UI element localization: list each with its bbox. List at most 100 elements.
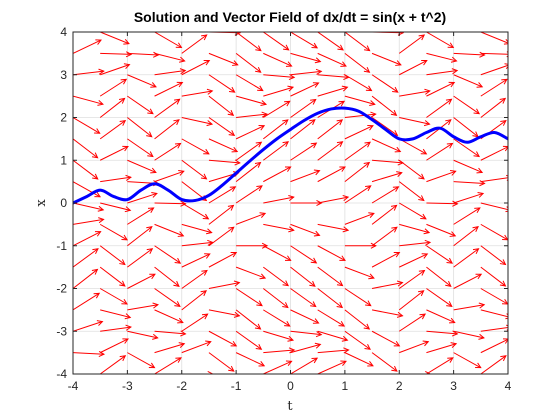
vector-arrow [100, 51, 133, 58]
vector-field [73, 32, 508, 374]
vector-arrow [290, 288, 317, 308]
vector-arrow [127, 330, 159, 340]
vector-arrow [181, 34, 208, 54]
vector-arrow [344, 330, 371, 350]
vector-arrow [208, 352, 235, 372]
vector-arrow [317, 32, 344, 51]
vector-arrow [507, 203, 508, 204]
vector-arrow [344, 74, 373, 92]
vector-arrow [317, 166, 346, 183]
vector-arrow [507, 52, 508, 54]
vector-arrow [426, 309, 456, 324]
vector-arrow [100, 324, 132, 332]
vector-arrow [235, 212, 267, 225]
vector-arrow [73, 248, 99, 268]
vector-arrow [371, 330, 401, 347]
vector-arrow [235, 352, 266, 367]
vector-arrow [73, 231, 102, 247]
vector-arrow [371, 171, 403, 183]
vector-arrow [263, 166, 292, 183]
vector-arrow [453, 74, 484, 88]
vector-arrow [344, 212, 375, 225]
vector-arrow [399, 117, 431, 127]
vector-arrow [507, 245, 508, 246]
vector-arrow [371, 95, 398, 116]
vector-arrow [73, 202, 105, 212]
vector-arrow [399, 60, 428, 76]
vector-arrow [453, 32, 456, 33]
vector-arrow [371, 280, 404, 289]
vector-arrow [235, 74, 264, 92]
vector-arrow [154, 68, 187, 76]
vector-arrow [127, 273, 156, 289]
vector-arrow [317, 330, 349, 342]
y-tick-label: 4 [60, 25, 67, 39]
vector-arrow [344, 32, 371, 52]
x-tick-label: -3 [122, 379, 133, 393]
vector-arrow [371, 309, 404, 318]
vector-arrow [453, 248, 480, 268]
vector-arrow [235, 266, 267, 280]
vector-arrow [99, 355, 127, 374]
vector-arrow [73, 217, 105, 225]
vector-arrow [100, 309, 132, 320]
vector-arrow [235, 32, 262, 52]
vector-arrow [344, 185, 372, 204]
vector-arrow [290, 68, 323, 76]
vector-arrow [426, 200, 459, 207]
vector-arrow [290, 309, 320, 324]
vector-arrow [154, 81, 184, 97]
vector-arrow [154, 245, 182, 264]
vector-arrow [399, 138, 428, 155]
vector-arrow [398, 202, 427, 220]
vector-arrow [99, 97, 126, 118]
vector-arrow [235, 185, 263, 204]
vector-arrow [344, 309, 371, 330]
vector-arrow [235, 141, 263, 161]
vector-arrow [344, 124, 374, 140]
ticks: -4 -3 -2 -1 0 1 2 3 4 -4 -3 -2 -1 0 1 2 3 4 [56, 25, 511, 393]
vector-arrow [317, 52, 347, 67]
vector-arrow [398, 313, 427, 332]
vector-arrow [507, 287, 508, 289]
vector-arrow [99, 245, 126, 266]
vector-arrow [290, 199, 323, 207]
vector-arrow [73, 292, 101, 311]
vector-arrow [127, 138, 154, 158]
vector-arrow [263, 32, 290, 51]
vector-arrow [371, 352, 398, 372]
vector-arrow [453, 192, 485, 204]
vector-arrow [507, 309, 508, 310]
vector-arrow [235, 95, 268, 107]
vector-arrow [290, 98, 317, 118]
vector-arrow [398, 34, 426, 54]
vector-arrow [398, 269, 426, 289]
vector-arrow [154, 330, 187, 337]
vector-arrow [263, 195, 295, 204]
vector-arrow [480, 78, 508, 97]
vector-arrow [507, 96, 508, 97]
vector-arrow [398, 181, 425, 202]
vector-arrow [127, 248, 154, 268]
vector-arrow [507, 74, 508, 75]
vector-arrow [507, 160, 508, 161]
vector-arrow [507, 223, 508, 225]
vector-arrow [73, 39, 102, 54]
vector-arrow [399, 253, 429, 268]
vector-arrow [290, 357, 319, 374]
vector-arrow [426, 357, 454, 374]
vector-arrow [154, 170, 185, 183]
vector-arrow [371, 74, 399, 93]
vector-arrow [73, 32, 74, 33]
vector-arrow [317, 85, 349, 97]
vector-arrow [263, 330, 295, 342]
vector-arrow [263, 245, 292, 261]
vector-arrow [453, 273, 483, 289]
vector-arrow [399, 223, 431, 235]
vector-arrow [344, 242, 377, 249]
vector-arrow [426, 170, 457, 183]
vector-arrow [290, 169, 321, 183]
vector-arrow [263, 85, 295, 97]
y-tick-label: -4 [56, 367, 67, 381]
vector-arrow [426, 68, 459, 76]
